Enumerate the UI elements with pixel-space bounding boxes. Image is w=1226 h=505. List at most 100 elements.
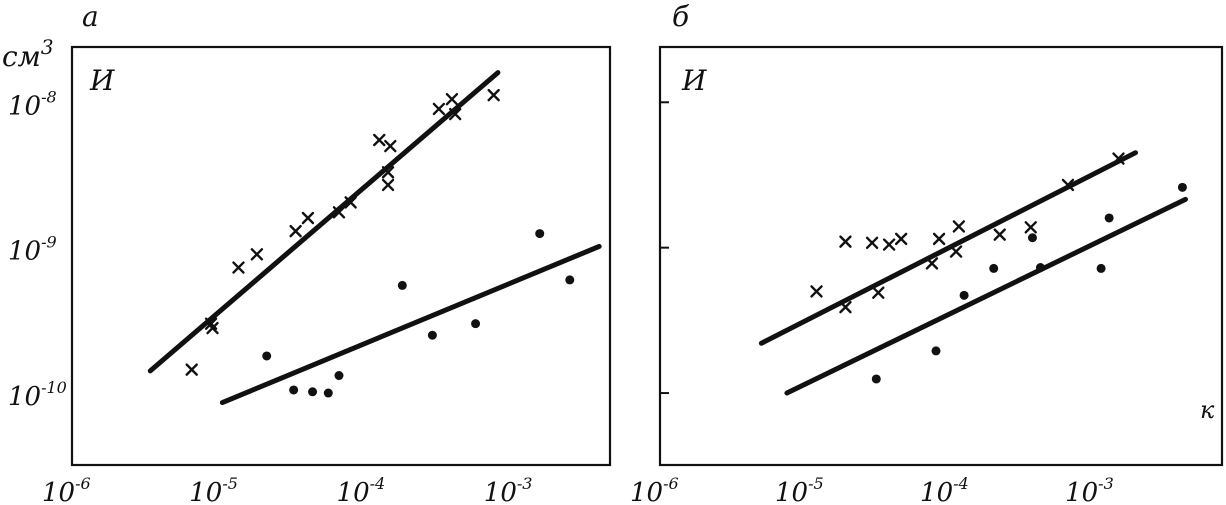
dot-point: [931, 346, 941, 356]
cross-point: [185, 363, 198, 376]
dot-point: [471, 319, 481, 329]
series-x-group: [147, 70, 501, 376]
x-tick-base: 10: [337, 478, 370, 505]
cross-point: [301, 211, 315, 225]
cross-point: [332, 206, 346, 219]
cross-point: [925, 257, 939, 270]
cross-point: [381, 166, 395, 179]
x-tick-base: 10: [1065, 478, 1098, 505]
x-tick-exponent: -5: [222, 474, 238, 493]
dot-point: [871, 374, 881, 384]
cross-point: [993, 228, 1006, 241]
panel-b-frame: [658, 45, 1224, 467]
panel-a-plot: 10-6 10-5 10-4 10-310-810-910-10: [8, 70, 602, 505]
x-tick-base: 10: [630, 478, 663, 505]
x-axis-label: к: [1200, 396, 1215, 424]
x-tick-label: 10-4: [337, 474, 386, 505]
dot-point: [989, 263, 999, 273]
panel-b-label: б: [672, 0, 690, 33]
x-tick-exponent: -5: [808, 474, 824, 493]
dot-point: [1104, 213, 1114, 223]
x-tick-exponent: -4: [953, 474, 969, 493]
y-tick-base: 10: [8, 91, 41, 121]
dot-point: [1035, 263, 1045, 273]
cross-point: [949, 245, 963, 258]
cross-point: [810, 285, 823, 298]
cross-point: [952, 220, 966, 233]
y-tick-label: 10-10: [8, 378, 67, 412]
cross-point: [384, 139, 397, 153]
dot-point: [262, 351, 272, 361]
panel-b-inner-label: И: [681, 64, 707, 97]
panel-b-plot: 10-6 10-5 10-4 10-3: [630, 101, 1188, 505]
dot-point: [323, 388, 333, 398]
cross-point: [865, 236, 879, 250]
x-tick-exponent: -3: [1098, 474, 1114, 493]
dot-point: [289, 385, 299, 395]
dot-point: [1177, 182, 1187, 192]
x-tick-base: 10: [484, 478, 517, 505]
dot-point: [565, 275, 575, 285]
y-tick-exponent: -9: [41, 233, 57, 252]
cross-point: [839, 300, 852, 314]
cross-point: [232, 261, 245, 274]
cross-point: [344, 196, 357, 209]
fit-line-dot: [784, 196, 1188, 396]
cross-point: [381, 178, 395, 192]
y-axis-unit: см: [2, 40, 41, 73]
panel-a-frame: [70, 45, 612, 467]
x-tick-base: 10: [189, 478, 222, 505]
fit-line-x: [758, 150, 1139, 346]
x-tick-label: 10-6: [42, 474, 91, 505]
y-tick-base: 10: [8, 382, 41, 412]
series-x-group: [758, 150, 1139, 346]
dot-point: [1096, 263, 1106, 273]
cross-point: [289, 224, 302, 238]
dot-point: [1027, 233, 1037, 243]
panel-a-label: а: [82, 0, 99, 33]
x-tick-base: 10: [42, 478, 75, 505]
x-tick-base: 10: [775, 478, 808, 505]
y-tick-label: 10-9: [8, 233, 57, 267]
x-tick-base: 10: [920, 478, 953, 505]
panel-b: б И к 10-6 10-5 10-4 10-3: [630, 0, 1224, 505]
series-dot-group: [784, 182, 1188, 396]
x-tick-label: 10-6: [630, 474, 679, 505]
cross-point: [432, 102, 446, 116]
x-tick-exponent: -3: [517, 474, 533, 493]
cross-point: [204, 317, 218, 330]
dot-point: [397, 280, 407, 290]
fit-line-dot: [219, 243, 602, 406]
y-axis-unit-power: 3: [41, 35, 54, 59]
y-tick-exponent: -8: [41, 87, 57, 106]
x-tick-label: 10-3: [484, 474, 533, 505]
dot-point: [959, 290, 969, 300]
y-tick-exponent: -10: [41, 378, 67, 397]
cross-point: [839, 235, 852, 248]
cross-point: [448, 107, 462, 121]
x-tick-exponent: -6: [663, 474, 679, 493]
x-tick-label: 10-5: [189, 474, 238, 505]
dot-point: [427, 330, 437, 340]
cross-point: [250, 248, 264, 261]
panel-a-inner-label: И: [89, 64, 115, 97]
panel-a: а см3 И 10-6 10-5 10-4 10-310-810-910-10: [2, 0, 612, 505]
cross-point: [872, 286, 885, 299]
cross-point: [1061, 178, 1075, 192]
y-tick-label: 10-8: [8, 87, 57, 121]
x-tick-label: 10-5: [775, 474, 824, 505]
dot-point: [535, 229, 545, 239]
x-tick-exponent: -6: [75, 474, 91, 493]
cross-point: [932, 232, 946, 246]
cross-point: [487, 88, 500, 102]
cross-point: [882, 238, 896, 251]
x-tick-label: 10-4: [920, 474, 969, 505]
x-tick-label: 10-3: [1065, 474, 1114, 505]
dot-point: [334, 371, 344, 381]
cross-point: [445, 92, 459, 106]
cross-point: [373, 133, 386, 147]
cross-point: [894, 232, 908, 246]
dot-point: [308, 387, 318, 397]
cross-point: [1024, 221, 1037, 234]
